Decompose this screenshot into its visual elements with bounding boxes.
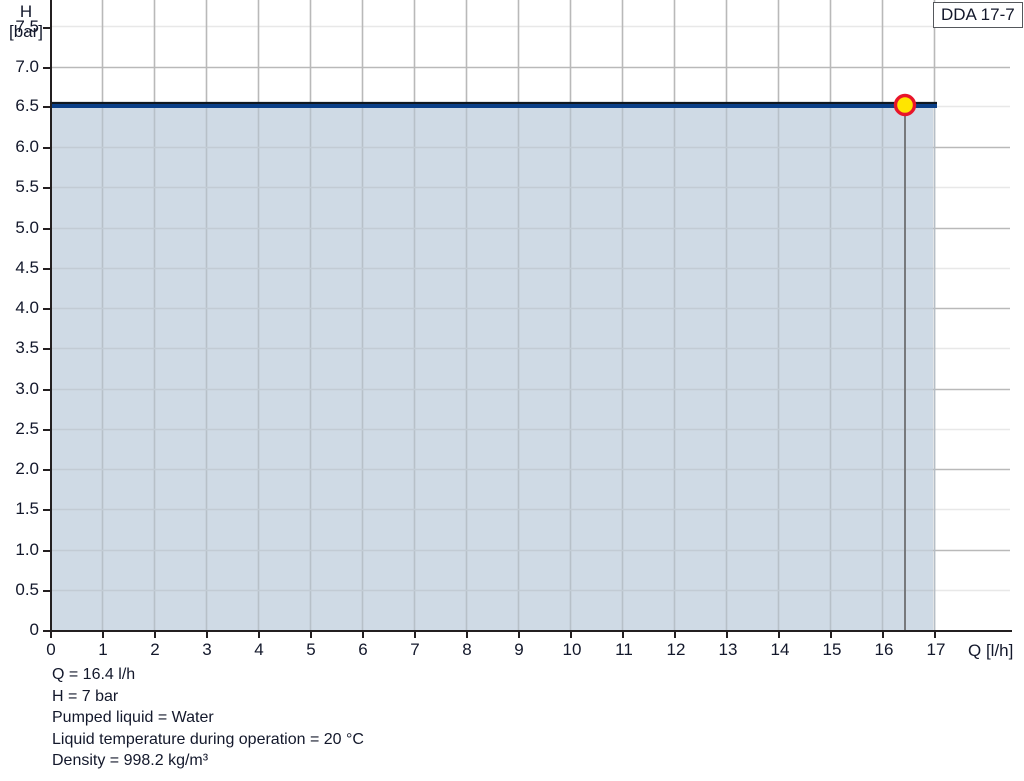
y-tick (43, 348, 50, 350)
caption-line-density: Density = 998.2 kg/m³ (52, 752, 209, 769)
y-tick (43, 67, 50, 69)
caption-line-flow: Q = 16.4 l/h (52, 666, 136, 683)
x-tick (258, 631, 260, 638)
caption-line-temperature: Liquid temperature during operation = 20… (52, 730, 364, 748)
x-tick (518, 631, 520, 638)
x-tick (466, 631, 468, 638)
y-tick (43, 509, 50, 511)
caption-line-liquid: Pumped liquid = Water (52, 709, 214, 726)
series-layer (50, 93, 937, 630)
duty-point-caption: Q = 16.4 l/h H = 7 bar Pumped liquid = W… (52, 664, 364, 772)
x-tick-label: 17 (926, 640, 946, 659)
x-tick (414, 631, 416, 638)
x-tick (362, 631, 364, 638)
x-tick (154, 631, 156, 638)
x-tick (726, 631, 728, 638)
x-tick-label: 7 (410, 640, 420, 659)
x-tick-label: 2 (150, 640, 160, 659)
y-axis-title: H [bar] (4, 2, 48, 42)
grid-over-fill (101, 105, 936, 630)
legend-label: DDA 17-7 (941, 5, 1015, 24)
duty-point-marker[interactable] (893, 93, 917, 117)
x-tick-label: 16 (874, 640, 894, 659)
x-tick-label: 8 (462, 640, 472, 659)
x-tick-label: 3 (202, 640, 212, 659)
x-tick (934, 631, 936, 638)
y-tick (43, 268, 50, 270)
x-tick (206, 631, 208, 638)
y-tick (43, 27, 50, 29)
x-tick (778, 631, 780, 638)
caption-line-head: H = 7 bar (52, 687, 119, 705)
x-tick-label: 10 (562, 640, 582, 659)
x-tick-label: 14 (770, 640, 790, 659)
y-tick (43, 389, 50, 391)
x-tick (570, 631, 572, 638)
x-tick-label: 5 (306, 640, 316, 659)
y-tick (43, 630, 50, 632)
y-tick (43, 187, 50, 189)
x-tick (102, 631, 104, 638)
y-tick (43, 550, 50, 552)
x-tick (882, 631, 884, 638)
x-axis-line (50, 630, 1012, 632)
x-tick (830, 631, 832, 638)
x-tick-label: 4 (254, 640, 264, 659)
x-tick-label: 12 (666, 640, 686, 659)
y-tick (43, 590, 50, 592)
x-tick-label: 13 (718, 640, 738, 659)
plot-area (50, 0, 1010, 631)
y-axis-unit: [bar] (8, 22, 44, 41)
y-tick (43, 228, 50, 230)
x-tick-label: 9 (514, 640, 524, 659)
x-tick (310, 631, 312, 638)
grid-over-fill-horizontal (50, 146, 933, 592)
x-tick (622, 631, 624, 638)
performance-area-fill (50, 105, 933, 630)
y-tick (43, 469, 50, 471)
x-tick (50, 631, 52, 638)
x-axis-title: Q [l/h] (968, 641, 1014, 660)
x-tick-label: 0 (46, 640, 56, 659)
x-tick (674, 631, 676, 638)
legend-pump-model[interactable]: DDA 17-7 (933, 2, 1023, 28)
x-tick-label: 11 (615, 640, 633, 659)
y-tick (43, 429, 50, 431)
x-tick-label: 1 (98, 640, 108, 659)
y-tick (43, 147, 50, 149)
x-tick-label: 15 (822, 640, 842, 659)
y-tick (43, 308, 50, 310)
y-tick (43, 106, 50, 108)
x-tick-label: 6 (358, 640, 368, 659)
y-axis-symbol: H (19, 2, 33, 21)
y-axis-line (50, 0, 52, 632)
